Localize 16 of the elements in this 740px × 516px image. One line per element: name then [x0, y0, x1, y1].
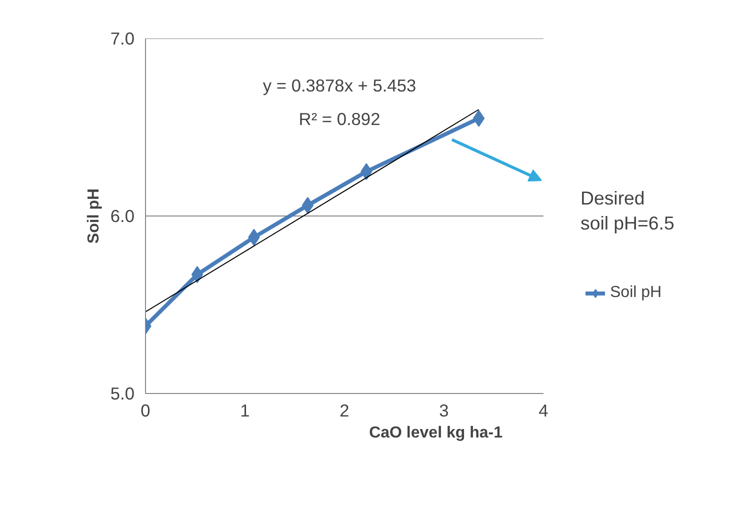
y-tick-label: 7.0	[110, 28, 135, 48]
x-tick-label: 2	[340, 400, 350, 420]
legend-label: Soil pH	[610, 284, 662, 302]
point	[472, 110, 485, 127]
y-tick-label: 6.0	[110, 206, 135, 226]
y-tick-label: 5.0	[110, 384, 135, 404]
text: Desired soil pH=6.5	[580, 187, 674, 234]
y-axis-title: Soil pH	[85, 188, 102, 244]
x-tick-label: 0	[140, 400, 150, 420]
x-axis-title: CaO level kg ha-1	[369, 424, 503, 442]
annotation: y = 0.3878x + 5.453	[262, 75, 416, 96]
x-tick-label: 3	[439, 400, 449, 420]
point	[191, 266, 204, 284]
x-tick-label: 1	[240, 400, 250, 420]
x-tick-label: 4	[538, 400, 549, 420]
annotation: R² = 0.892	[298, 109, 380, 130]
